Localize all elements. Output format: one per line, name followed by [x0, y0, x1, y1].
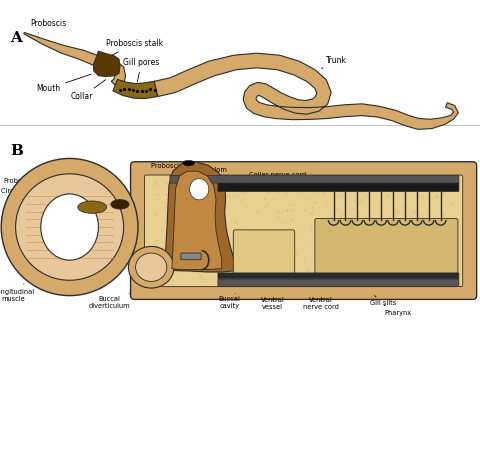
Polygon shape: [172, 171, 222, 270]
Text: Mouth: Mouth: [36, 74, 91, 94]
Polygon shape: [97, 56, 126, 89]
Polygon shape: [163, 162, 236, 272]
FancyBboxPatch shape: [218, 182, 459, 192]
Ellipse shape: [15, 174, 124, 280]
Polygon shape: [154, 53, 458, 129]
Text: Heart: Heart: [94, 201, 112, 207]
Text: Collar nerve cord: Collar nerve cord: [249, 172, 306, 179]
Text: Glomerulus: Glomerulus: [36, 197, 84, 204]
Ellipse shape: [135, 253, 167, 281]
Text: B: B: [11, 144, 24, 158]
Text: Proboscis: Proboscis: [30, 19, 66, 33]
Ellipse shape: [1, 158, 138, 296]
Text: Collar: Collar: [215, 178, 234, 187]
Ellipse shape: [182, 160, 195, 166]
Polygon shape: [94, 51, 120, 77]
Text: Mouth: Mouth: [180, 270, 202, 280]
Ellipse shape: [41, 194, 98, 260]
Text: Ventral
nerve cord: Ventral nerve cord: [303, 297, 338, 310]
FancyBboxPatch shape: [170, 175, 459, 183]
Polygon shape: [113, 79, 157, 98]
Text: Collar: Collar: [71, 79, 106, 102]
FancyBboxPatch shape: [131, 162, 477, 299]
Text: Collar coelom: Collar coelom: [181, 167, 227, 174]
Text: Trunk nerve cord: Trunk nerve cord: [291, 177, 347, 184]
Text: Proboscis: Proboscis: [3, 178, 35, 196]
FancyBboxPatch shape: [181, 253, 201, 260]
Ellipse shape: [78, 201, 107, 213]
Text: Buccal
diverticulum: Buccal diverticulum: [89, 293, 130, 309]
FancyBboxPatch shape: [233, 230, 295, 274]
Text: Dorsal blood vessel: Dorsal blood vessel: [326, 182, 392, 188]
FancyBboxPatch shape: [218, 279, 459, 287]
Text: Skeletal plate: Skeletal plate: [144, 267, 190, 280]
Ellipse shape: [111, 200, 129, 209]
Ellipse shape: [128, 246, 174, 288]
Text: Ventral
vessel: Ventral vessel: [261, 297, 285, 310]
FancyBboxPatch shape: [144, 175, 463, 287]
Text: Proboscis stalk: Proboscis stalk: [106, 39, 163, 57]
Text: Circular muscle: Circular muscle: [0, 188, 52, 207]
Ellipse shape: [190, 179, 209, 200]
Text: Proboscis coelom: Proboscis coelom: [38, 266, 96, 277]
FancyBboxPatch shape: [218, 273, 459, 279]
Text: Pharynx: Pharynx: [384, 305, 411, 316]
FancyBboxPatch shape: [315, 219, 458, 273]
Text: Trunk: Trunk: [322, 56, 347, 69]
Text: Longitudinal
muscle: Longitudinal muscle: [0, 284, 34, 302]
Text: Buccal
cavity: Buccal cavity: [218, 293, 240, 309]
Text: A: A: [11, 31, 23, 45]
Text: Proboscis pore: Proboscis pore: [151, 164, 200, 169]
Text: Gill pores: Gill pores: [123, 58, 160, 81]
Text: Gill slits: Gill slits: [370, 296, 396, 306]
Polygon shape: [24, 33, 100, 67]
